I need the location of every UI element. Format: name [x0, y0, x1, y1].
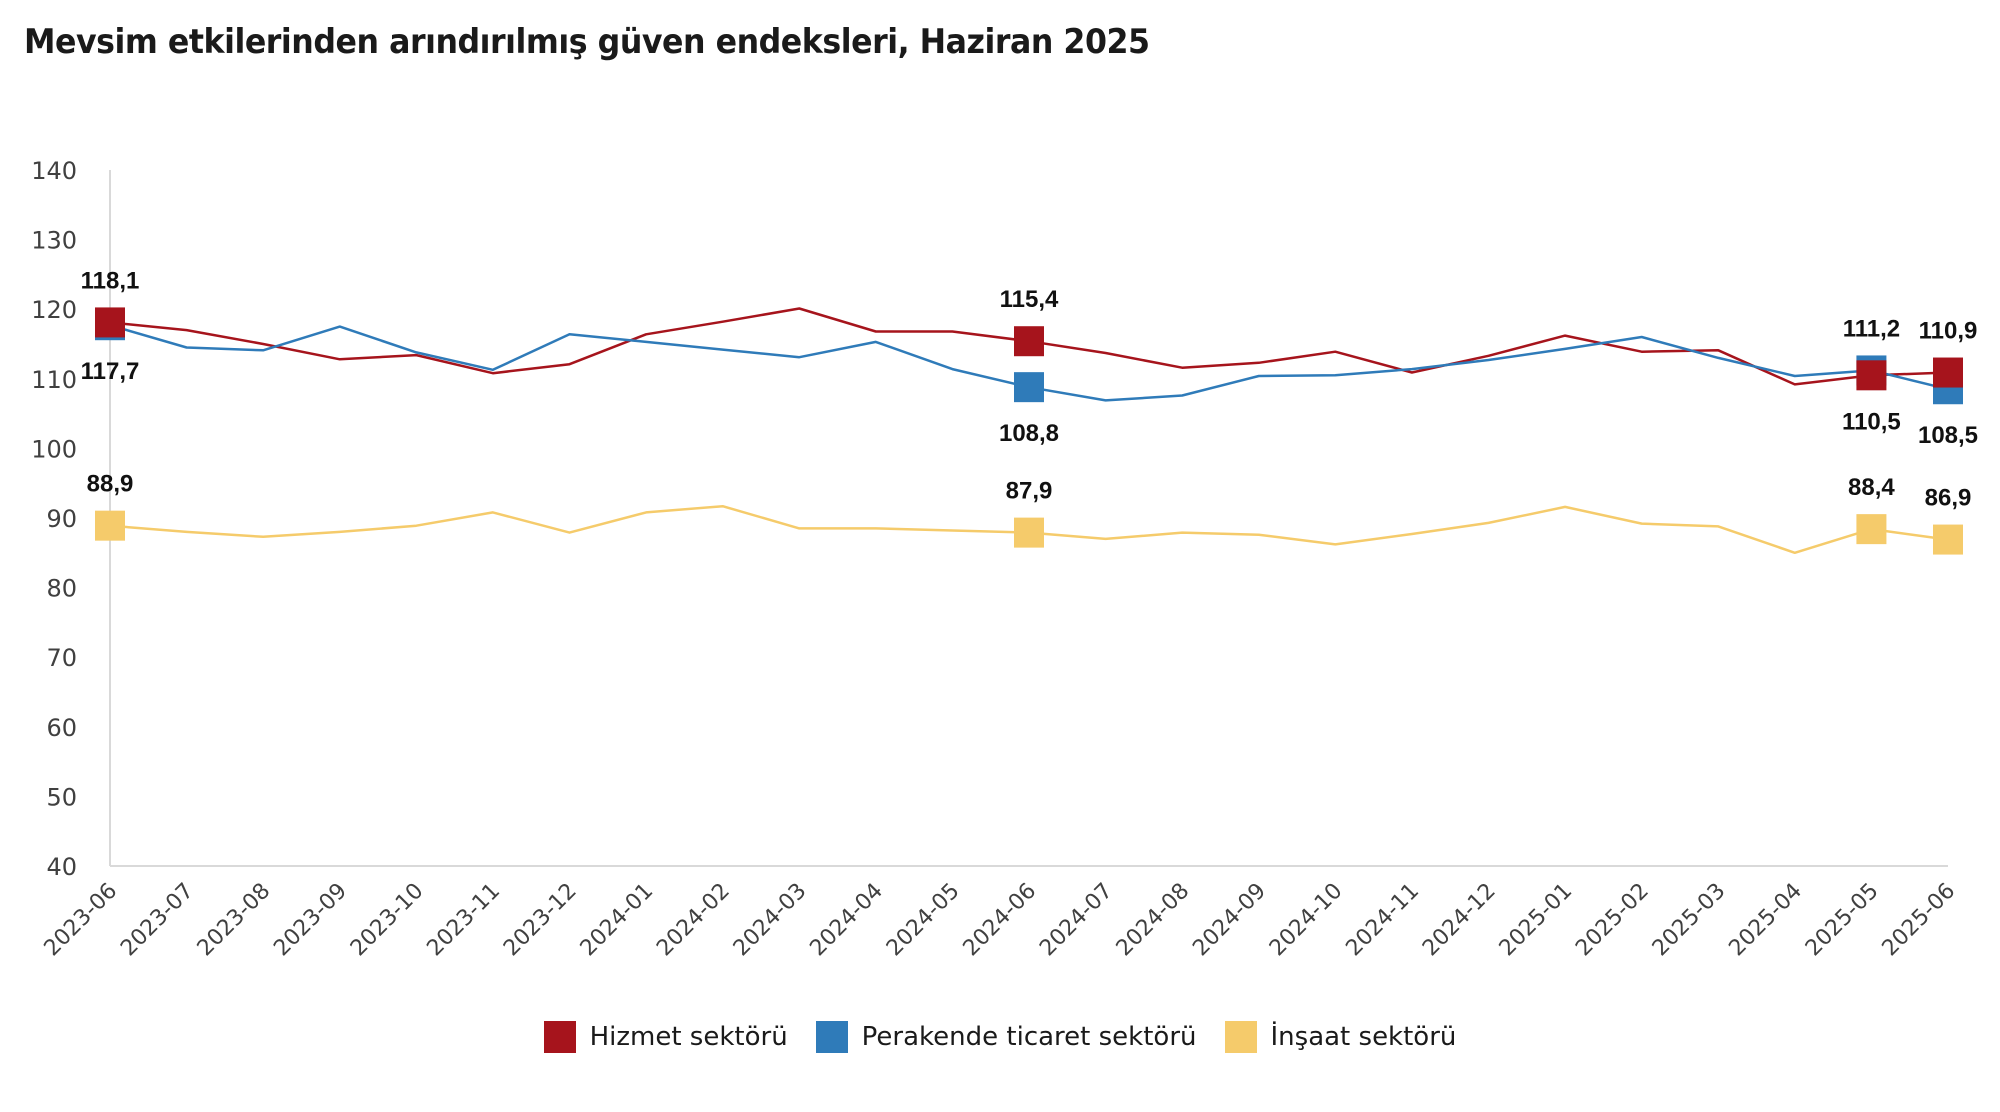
y-tick-label: 50	[46, 783, 77, 811]
legend-swatch	[815, 1021, 848, 1053]
y-axis-ticks: 140 130 120 110 100 90 80 70 60 50 40	[31, 157, 77, 881]
data-label: 86,9	[1925, 485, 1972, 512]
x-tick-label: 2023-07	[116, 879, 199, 962]
data-label: 108,8	[999, 420, 1059, 447]
y-tick-label: 100	[31, 435, 77, 463]
legend-swatch	[543, 1021, 576, 1053]
data-label: 110,5	[1842, 408, 1901, 435]
x-tick-label: 2024-04	[805, 879, 888, 962]
legend-item[interactable]: Perakende ticaret sektörü	[815, 1021, 1197, 1053]
data-point-marker	[1014, 326, 1044, 357]
data-label: 110,9	[1919, 318, 1978, 345]
data-point-marker	[1856, 514, 1887, 545]
data-label: 117,7	[81, 358, 140, 385]
data-label: 88,4	[1848, 474, 1895, 501]
x-tick-label: 2024-12	[1418, 879, 1501, 962]
data-point-marker	[95, 307, 125, 338]
x-tick-label: 2023-11	[422, 879, 505, 962]
data-point-marker	[1933, 357, 1963, 388]
data-point-marker	[1014, 517, 1044, 548]
legend-label: Hizmet sektörü	[589, 1022, 788, 1052]
y-tick-label: 60	[46, 714, 77, 742]
x-tick-label: 2024-07	[1035, 879, 1118, 962]
x-tick-label: 2024-01	[576, 879, 659, 962]
y-tick-label: 90	[46, 505, 77, 533]
x-tick-label: 2024-10	[1265, 879, 1348, 962]
x-tick-label: 2023-10	[346, 879, 429, 962]
data-point-marker	[1933, 524, 1963, 555]
x-axis-ticks: 2023-062023-072023-082023-092023-102023-…	[40, 879, 1961, 962]
x-tick-label: 2025-03	[1648, 879, 1731, 962]
x-tick-label: 2025-06	[1878, 879, 1961, 962]
legend: Hizmet sektörü Perakende ticaret sektörü İ…	[0, 1021, 2000, 1053]
data-label: 87,9	[1006, 478, 1053, 505]
x-tick-label: 2023-08	[193, 879, 276, 962]
x-tick-label: 2025-01	[1495, 879, 1578, 962]
x-tick-label: 2025-05	[1801, 879, 1884, 962]
y-tick-label: 80	[46, 575, 77, 603]
data-label: 111,2	[1843, 315, 1900, 342]
y-tick-label: 110	[31, 366, 77, 394]
y-tick-label: 140	[31, 157, 77, 185]
legend-item[interactable]: Hizmet sektörü	[543, 1021, 788, 1053]
data-point-marker	[95, 510, 125, 541]
series-markers	[95, 307, 1963, 555]
x-tick-label: 2024-05	[882, 879, 965, 962]
data-point-marker	[1856, 360, 1887, 391]
x-tick-label: 2023-12	[499, 879, 582, 962]
x-tick-label: 2025-02	[1571, 879, 1654, 962]
y-tick-label: 120	[31, 296, 77, 324]
data-label: 115,4	[1000, 286, 1059, 313]
y-tick-label: 130	[31, 227, 77, 255]
legend-swatch	[1224, 1021, 1257, 1053]
data-labels: 118,1 115,4 110,5 110,9 117,7 108,8 111,2 108,5…	[81, 267, 1978, 511]
x-tick-label: 2024-06	[959, 879, 1042, 962]
y-tick-label: 70	[46, 644, 77, 672]
x-tick-label: 2024-11	[1341, 879, 1424, 962]
x-tick-label: 2024-09	[1188, 879, 1271, 962]
legend-label: Perakende ticaret sektörü	[861, 1022, 1197, 1052]
legend-item[interactable]: İnşaat sektörü	[1224, 1021, 1457, 1053]
x-tick-label: 2024-03	[729, 879, 812, 962]
chart-title: Mevsim etkilerinden arındırılmış güven e…	[24, 22, 1150, 62]
x-tick-label: 2024-02	[652, 879, 735, 962]
data-label: 88,9	[87, 471, 134, 498]
data-label: 108,5	[1918, 422, 1978, 449]
legend-label: İnşaat sektörü	[1270, 1022, 1457, 1052]
y-tick-label: 40	[46, 853, 77, 881]
x-tick-label: 2025-04	[1724, 879, 1807, 962]
data-label: 118,1	[81, 267, 140, 294]
x-tick-label: 2024-08	[1112, 879, 1195, 962]
x-tick-label: 2023-09	[269, 879, 352, 962]
data-point-marker	[1014, 372, 1044, 403]
x-tick-label: 2023-06	[40, 879, 123, 962]
